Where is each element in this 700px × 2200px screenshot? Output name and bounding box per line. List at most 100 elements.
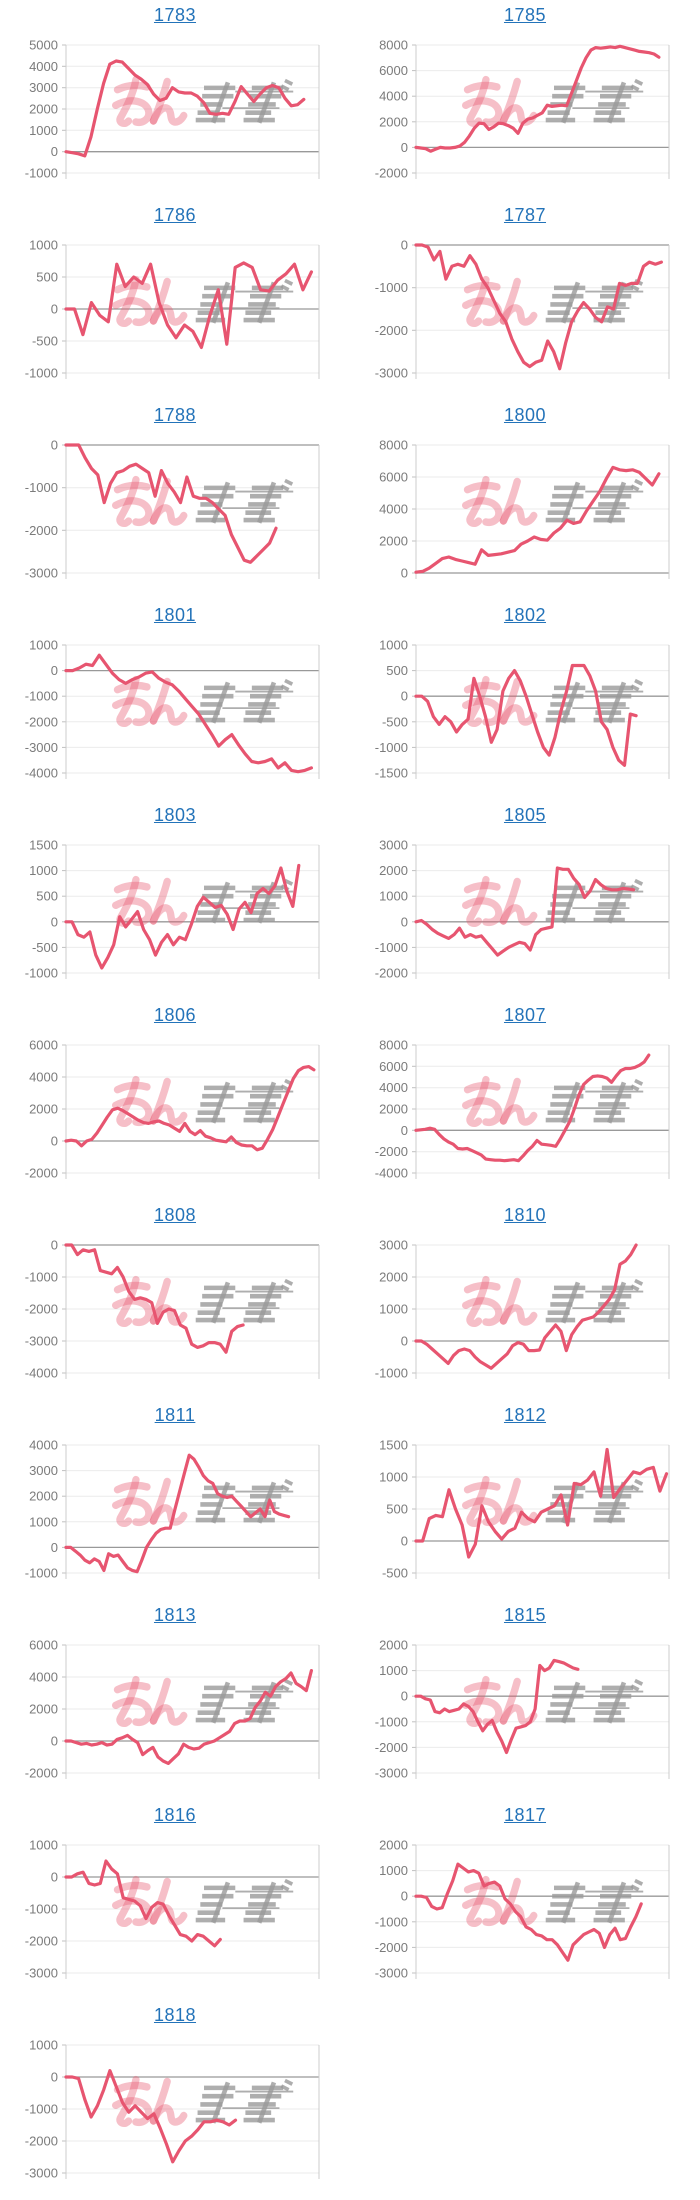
y-tick-label: 0 (401, 689, 408, 704)
stock-code-link[interactable]: 1807 (503, 1005, 547, 1025)
y-tick-label: 6000 (29, 1038, 58, 1053)
stock-code-link[interactable]: 1818 (153, 2005, 197, 2025)
stock-chart-card: 1787 0 -1000 -2000 -3000 (350, 200, 700, 400)
price-line (64, 1859, 222, 1948)
y-tick-label: 1000 (29, 1514, 58, 1529)
y-tick-label: -1000 (375, 940, 408, 955)
stock-chart-card: 1816 1000 0 -1000 -2000 -3000 (0, 1800, 350, 2000)
stock-chart-card: 1818 1000 0 -1000 -2000 -3000 (0, 2000, 350, 2200)
chart-title-row: 1786 (0, 200, 350, 233)
stock-code-link[interactable]: 1802 (503, 605, 547, 625)
y-tick-label: 1000 (379, 638, 408, 653)
y-tick-label: 0 (51, 1870, 58, 1885)
chart-title-row: 1810 (350, 1200, 700, 1233)
chart-plot: 8000 6000 4000 2000 0 (379, 438, 670, 581)
y-tick-label: 500 (36, 889, 58, 904)
y-tick-label: 2000 (379, 1102, 408, 1117)
y-tick-label: 0 (51, 302, 58, 317)
y-tick-label: -1000 (375, 1366, 408, 1381)
price-line (414, 1658, 580, 1755)
price-line (414, 1243, 638, 1370)
stock-code-link[interactable]: 1786 (153, 205, 197, 225)
chart-plot: 6000 4000 2000 0 -2000 (25, 1038, 320, 1181)
y-tick-label: 1000 (29, 123, 58, 138)
y-tick-label: -2000 (25, 523, 58, 538)
stock-code-link[interactable]: 1808 (153, 1205, 197, 1225)
stock-code-link[interactable]: 1805 (503, 805, 547, 825)
y-tick-label: -1000 (25, 2102, 58, 2117)
y-tick-label: 0 (51, 1238, 58, 1253)
minkabu-watermark (116, 1080, 294, 1124)
stock-code-link[interactable]: 1806 (153, 1005, 197, 1025)
y-tick-label: -3000 (25, 2166, 58, 2181)
stock-code-link[interactable]: 1800 (503, 405, 547, 425)
chart-plot: 6000 4000 2000 0 -2000 (25, 1638, 320, 1781)
y-tick-label: 500 (386, 1502, 408, 1517)
y-tick-label: 500 (36, 270, 58, 285)
stock-code-link[interactable]: 1810 (503, 1205, 547, 1225)
minkabu-watermark (116, 1680, 294, 1724)
y-tick-label: 4000 (29, 1070, 58, 1085)
stock-chart-card: 1788 0 -1000 -2000 -3000 (0, 400, 350, 600)
chart-title-row: 1785 (350, 0, 700, 33)
stock-code-link[interactable]: 1816 (153, 1805, 197, 1825)
stock-chart-card: 1802 1000 500 0 -500 -1000 -1500 (350, 600, 700, 800)
price-line (414, 866, 636, 957)
stock-code-link[interactable]: 1787 (503, 205, 547, 225)
y-tick-label: -3000 (375, 1966, 408, 1981)
stock-code-link[interactable]: 1801 (153, 605, 197, 625)
y-tick-label: -1000 (375, 1914, 408, 1929)
y-tick-label: -3000 (25, 1966, 58, 1981)
stock-code-link[interactable]: 1812 (503, 1405, 547, 1425)
y-tick-label: 6000 (379, 470, 408, 485)
stock-code-link[interactable]: 1788 (153, 405, 197, 425)
stock-code-link[interactable]: 1811 (154, 1405, 196, 1425)
y-tick-label: -4000 (25, 766, 58, 781)
chart-plot: 1500 1000 500 0 -500 (379, 1438, 670, 1581)
stock-chart-card: 1800 8000 6000 4000 2000 0 (350, 400, 700, 600)
y-tick-label: 3000 (379, 1238, 408, 1253)
y-tick-label: 3000 (29, 1463, 58, 1478)
y-tick-label: -3000 (375, 366, 408, 381)
price-line (414, 465, 661, 574)
stock-chart-card: 1817 2000 1000 0 -1000 -2000 -3000 (350, 1800, 700, 2000)
chart-title-row: 1818 (0, 2000, 350, 2033)
y-tick-label: -4000 (25, 1366, 58, 1381)
stock-code-link[interactable]: 1803 (153, 805, 197, 825)
chart-plot: 8000 6000 4000 2000 0 -2000 -4000 (375, 1038, 670, 1181)
y-tick-label: 2000 (379, 114, 408, 129)
y-tick-label: -2000 (25, 714, 58, 729)
y-tick-label: 1000 (379, 889, 408, 904)
y-tick-label: 1000 (29, 1838, 58, 1853)
chart-plot: 2000 1000 0 -1000 -2000 -3000 (375, 1638, 670, 1781)
chart-plot: 1000 500 0 -500 -1000 (25, 238, 320, 381)
chart-plot: 0 -1000 -2000 -3000 (375, 238, 670, 381)
stock-code-link[interactable]: 1783 (153, 5, 197, 25)
chart-title-row: 1808 (0, 1200, 350, 1233)
y-tick-label: -1000 (25, 1566, 58, 1581)
stock-chart-card: 1813 6000 4000 2000 0 -2000 (0, 1600, 350, 1800)
stock-code-link[interactable]: 1813 (153, 1605, 197, 1625)
minkabu-watermark (116, 480, 294, 524)
stock-code-link[interactable]: 1785 (503, 5, 547, 25)
price-line (64, 1064, 316, 1152)
y-tick-label: -2000 (25, 1766, 58, 1781)
stock-chart-card: 1801 1000 0 -1000 -2000 -3000 -4000 (0, 600, 350, 800)
y-tick-label: -1000 (25, 1270, 58, 1285)
y-tick-label: 0 (401, 238, 408, 253)
stock-chart-card: 1815 2000 1000 0 -1000 -2000 -3000 (350, 1600, 700, 1800)
y-tick-label: -3000 (25, 566, 58, 581)
y-tick-label: 2000 (29, 1489, 58, 1504)
chart-plot: 1000 0 -1000 -2000 -3000 -4000 (25, 638, 320, 781)
stock-chart-card: 1812 1500 1000 500 0 -500 (350, 1400, 700, 1600)
y-tick-label: -1000 (375, 1714, 408, 1729)
y-tick-label: 0 (401, 914, 408, 929)
minkabu-watermark (116, 880, 294, 924)
stock-code-link[interactable]: 1815 (503, 1605, 547, 1625)
stock-code-link[interactable]: 1817 (503, 1805, 547, 1825)
chart-plot: 1500 1000 500 0 -500 -1000 (25, 838, 320, 981)
y-tick-label: 1000 (29, 2038, 58, 2053)
price-line (64, 261, 313, 350)
y-tick-label: 8000 (379, 438, 408, 453)
